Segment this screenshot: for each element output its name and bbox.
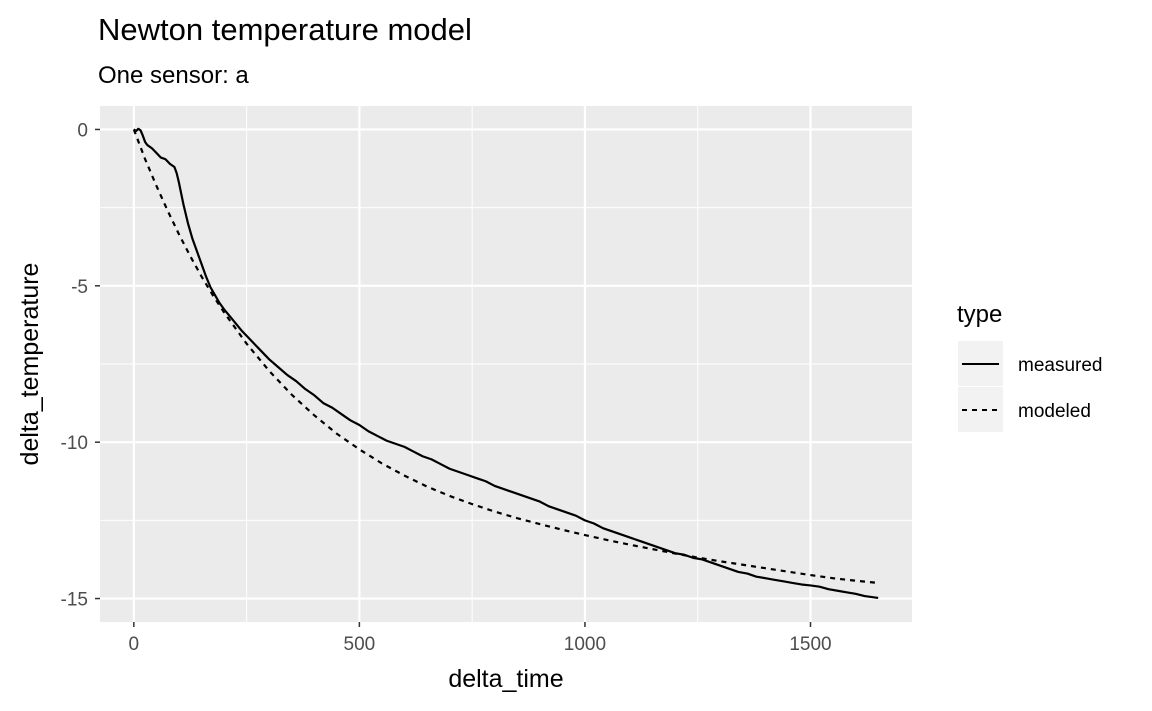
x-tick-label: 1000 xyxy=(564,634,606,655)
series-line-measured xyxy=(133,127,879,600)
legend: type measured modeled xyxy=(957,301,1103,432)
legend-label-measured: measured xyxy=(1018,355,1103,376)
grid-minor xyxy=(100,106,912,622)
y-axis-title: delta_temperature xyxy=(16,263,44,466)
y-tick-label: -5 xyxy=(71,277,88,298)
y-axis-ticks: 0 -5 -10 -15 xyxy=(61,120,100,611)
legend-title: type xyxy=(957,301,1002,328)
x-axis-title: delta_time xyxy=(448,665,563,693)
grid-major xyxy=(100,106,912,622)
legend-label-modeled: modeled xyxy=(1018,401,1091,422)
chart-subtitle: One sensor: a xyxy=(98,62,249,89)
y-tick-label: -15 xyxy=(61,590,88,611)
x-tick-label: 1500 xyxy=(789,634,831,655)
chart-title: Newton temperature model xyxy=(98,12,472,47)
x-tick-label: 500 xyxy=(344,634,376,655)
x-axis-ticks: 0 500 1000 1500 xyxy=(129,622,832,655)
y-tick-label: 0 xyxy=(77,120,88,141)
series-layer xyxy=(132,127,879,600)
x-tick-label: 0 xyxy=(129,634,140,655)
y-tick-label: -10 xyxy=(61,433,88,454)
series-line-modeled xyxy=(132,129,879,585)
